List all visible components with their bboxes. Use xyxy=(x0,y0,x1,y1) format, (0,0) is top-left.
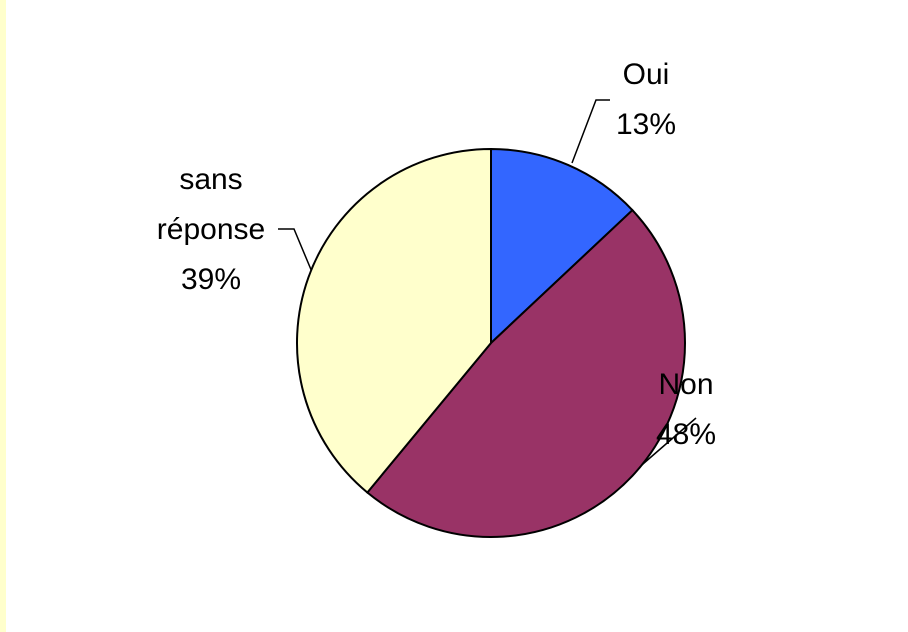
leader-line xyxy=(571,99,610,164)
category-label: Oui xyxy=(622,58,670,91)
value-label: 13% xyxy=(615,108,677,141)
slice-label: Non 48% xyxy=(626,360,746,460)
pie-slice xyxy=(365,208,686,538)
category-label: sans réponse xyxy=(156,163,266,246)
value-label: 39% xyxy=(180,263,242,296)
leader-line xyxy=(278,228,313,273)
slice-label: sans réponse 39% xyxy=(141,155,281,305)
slice-label: Oui 13% xyxy=(571,50,721,150)
value-label: 48% xyxy=(655,418,717,451)
category-label: Non xyxy=(658,368,714,401)
pie-slice xyxy=(490,147,634,346)
plot xyxy=(278,99,697,538)
pie-slice xyxy=(296,147,492,494)
